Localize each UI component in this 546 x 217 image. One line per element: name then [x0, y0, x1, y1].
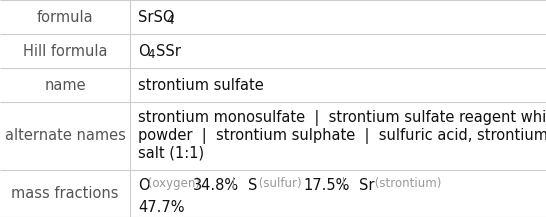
Text: SrSO: SrSO — [138, 10, 175, 25]
Text: strontium sulfate: strontium sulfate — [138, 77, 264, 92]
Text: salt (1:1): salt (1:1) — [138, 146, 204, 161]
Text: |: | — [224, 176, 243, 189]
Text: 4: 4 — [166, 14, 174, 27]
Text: SSr: SSr — [156, 43, 181, 59]
Text: S: S — [248, 178, 258, 193]
Text: powder  |  strontium sulphate  |  sulfuric acid, strontium: powder | strontium sulphate | sulfuric a… — [138, 128, 546, 144]
Text: name: name — [44, 77, 86, 92]
Text: Sr: Sr — [359, 178, 375, 193]
Text: strontium monosulfate  |  strontium sulfate reagent white: strontium monosulfate | strontium sulfat… — [138, 110, 546, 126]
Text: |: | — [334, 176, 353, 189]
Text: formula: formula — [37, 10, 93, 25]
Text: Hill formula: Hill formula — [23, 43, 107, 59]
Text: O: O — [138, 43, 150, 59]
Text: O: O — [138, 178, 150, 193]
Text: 4: 4 — [147, 48, 155, 61]
Text: 34.8%: 34.8% — [193, 178, 240, 193]
Text: alternate names: alternate names — [4, 128, 126, 143]
Text: (sulfur): (sulfur) — [254, 176, 305, 189]
Text: (strontium): (strontium) — [371, 176, 442, 189]
Text: 17.5%: 17.5% — [304, 178, 350, 193]
Text: (oxygen): (oxygen) — [144, 176, 204, 189]
Text: 47.7%: 47.7% — [138, 200, 185, 215]
Text: mass fractions: mass fractions — [11, 186, 118, 201]
